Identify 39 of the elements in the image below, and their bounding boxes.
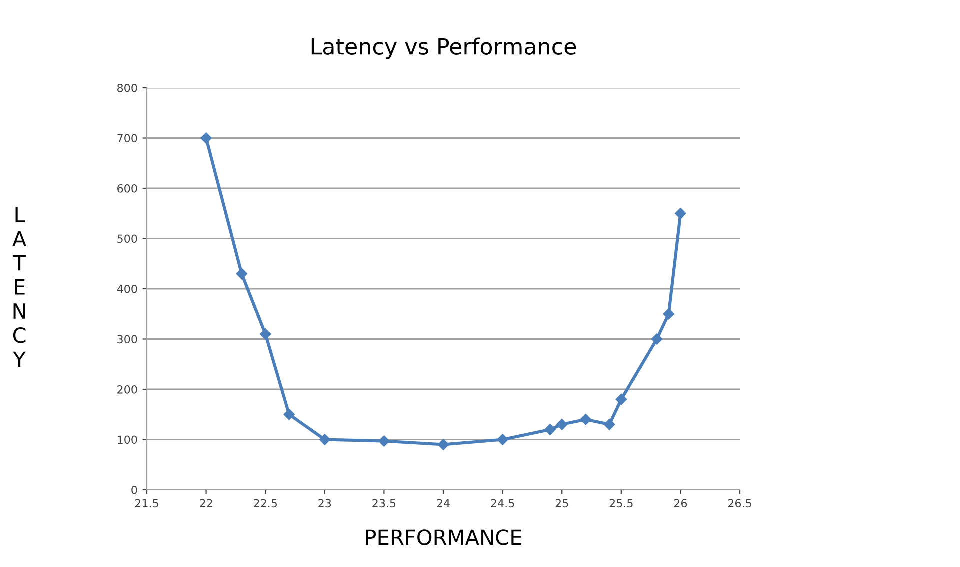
point [675,208,686,220]
y-tick-label: 600 [118,184,138,193]
y-tick-label: 400 [117,284,138,294]
x-tick-label: 24.5 [491,499,514,508]
point [260,328,272,340]
x-axis-title: PERFORMANCE [366,530,522,546]
x-tick-label: 26.5 [728,499,752,508]
y-tick-label: 300 [118,335,138,344]
y-axis-title: LATENCY [12,207,26,368]
x-tick-label: 21.5 [135,499,158,508]
point [556,419,568,430]
y-tick-label: 200 [118,385,138,394]
point [580,414,592,426]
point [544,424,556,436]
point [284,409,295,420]
x-tick-label: 23 [318,499,332,508]
point [616,394,628,406]
point [378,436,390,447]
point [604,419,616,430]
point [663,308,674,320]
x-tick-label: 23.5 [372,499,396,508]
point [438,439,450,450]
y-tick-label: 500 [118,234,138,244]
chart-title: Latency vs Performance [312,38,576,60]
x-tick-label: 22.5 [254,499,277,508]
point [497,434,508,446]
y-tick-label: 100 [118,436,138,444]
point [200,132,212,144]
x-tick-label: 25 [556,499,568,508]
y-tick-label: 700 [118,134,138,143]
point [319,434,331,446]
x-tick-label: 22 [200,499,212,508]
y-tick-label: 0 [132,486,138,494]
x-tick-label: 26 [674,499,688,508]
y-tick-label: 800 [118,84,138,92]
x-tick-label: 25.5 [610,499,633,508]
point [651,334,663,345]
point [236,268,248,280]
x-tick-label: 24 [437,499,450,508]
